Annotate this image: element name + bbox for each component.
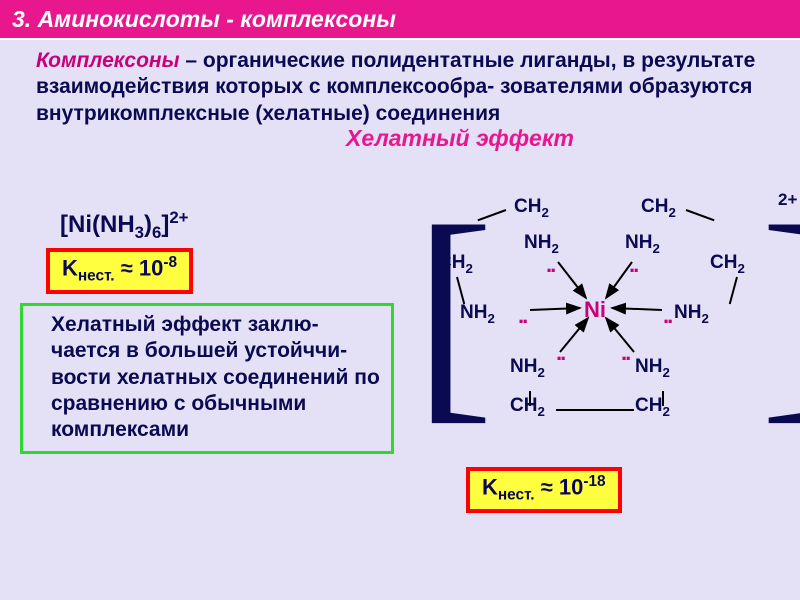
intro-term: Комплексоны [36, 49, 180, 72]
lone-pair-dots: .. [546, 252, 554, 278]
label-ni: Ni [584, 297, 606, 323]
coord-arrow [558, 262, 586, 298]
lone-pair-dots: .. [518, 303, 526, 329]
k-instability-box-2: Kнест. ≈ 10-18 [466, 467, 622, 513]
lone-pair-dots: .. [663, 303, 671, 329]
lone-pair-dots: .. [556, 340, 564, 366]
coord-arrow [606, 318, 634, 352]
chelate-effect-title: Хелатный эффект [120, 125, 800, 152]
chelate-structure-diagram: CH2CH2CH2CH2CH2CH2NH2NH2NH2NH2NH2NH2Ni .… [400, 190, 790, 455]
chelate-definition-box: Хелатный эффект заклю-чается в большей у… [20, 303, 394, 454]
slide-content: 3. Аминокислоты - комплексоны Комплексон… [0, 0, 800, 600]
coord-arrow [530, 308, 580, 310]
bond-line [556, 409, 634, 411]
formula-ni-ammine: [Ni(NH3)6]2+ [60, 208, 188, 243]
label-nh2: NH2 [635, 356, 670, 380]
label-ch2: CH2 [635, 395, 670, 419]
label-ch2: CH2 [710, 252, 745, 276]
title-text: 3. Аминокислоты - комплексоны [12, 6, 396, 33]
complex-charge: 2+ [778, 190, 797, 210]
label-nh2: NH2 [510, 356, 545, 380]
label-nh2: NH2 [674, 302, 709, 326]
intro-paragraph: Комплексоны – органические полидентатные… [0, 40, 800, 129]
lone-pair-dots: .. [629, 252, 637, 278]
label-ch2: CH2 [641, 196, 676, 220]
title-bar: 3. Аминокислоты - комплексоны [0, 0, 800, 40]
label-ch2: CH2 [510, 395, 545, 419]
bracket-right: ] [760, 190, 800, 430]
label-ch2: CH2 [514, 196, 549, 220]
bracket-left: [ [414, 190, 494, 430]
coord-arrow [612, 308, 662, 310]
k-instability-box-1: Kнест. ≈ 10-8 [46, 248, 193, 294]
lone-pair-dots: .. [621, 340, 629, 366]
